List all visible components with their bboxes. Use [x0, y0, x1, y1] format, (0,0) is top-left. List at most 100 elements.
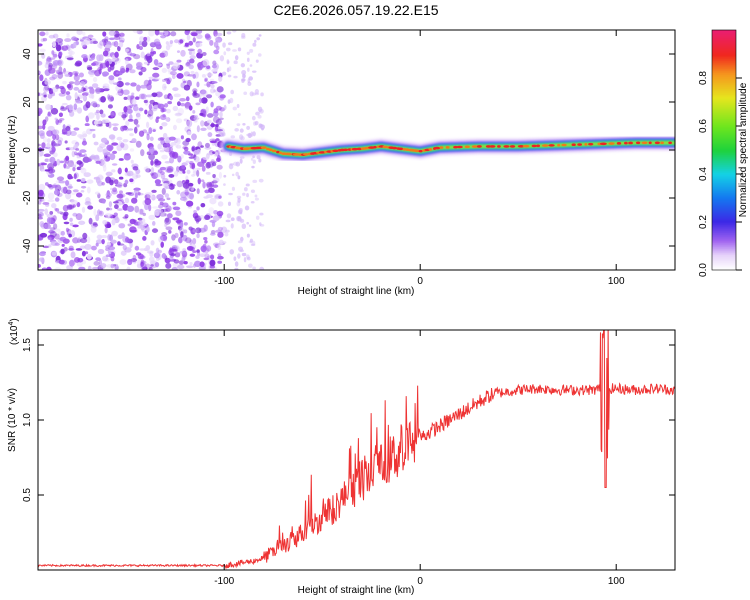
noise-blob	[75, 148, 80, 151]
spectrogram-y-ticks: -40 -20 0 20 40	[22, 48, 675, 253]
noise-blob	[129, 148, 135, 152]
noise-blob	[219, 107, 226, 112]
noise-blob	[196, 169, 200, 177]
noise-blob	[212, 151, 216, 155]
noise-blob	[112, 187, 118, 193]
noise-blob	[183, 189, 191, 195]
colorbar-band	[712, 234, 736, 237]
noise-blob	[227, 99, 231, 104]
noise-blob	[208, 207, 215, 215]
noise-blob	[154, 179, 161, 185]
colorbar-band	[712, 128, 736, 131]
noise-blob	[110, 96, 115, 102]
noise-blob	[254, 197, 259, 201]
noise-blob	[47, 244, 52, 248]
noise-blob	[189, 246, 195, 252]
noise-blob	[162, 83, 167, 91]
noise-blob	[186, 265, 194, 269]
noise-blob	[228, 163, 234, 170]
noise-blob	[250, 243, 256, 247]
noise-blob	[175, 210, 182, 217]
noise-blob	[152, 206, 159, 209]
noise-blob	[130, 82, 137, 87]
noise-blob	[46, 56, 52, 62]
noise-blob	[255, 215, 260, 220]
noise-blob	[68, 233, 72, 238]
noise-blob	[200, 120, 205, 127]
noise-blob	[52, 59, 60, 66]
noise-blob	[242, 122, 246, 126]
noise-blob	[231, 186, 236, 191]
noise-blob	[135, 140, 142, 148]
noise-blob	[95, 242, 99, 247]
signal-hot-spot	[464, 145, 470, 149]
noise-blob	[179, 39, 184, 44]
noise-blob	[166, 168, 174, 173]
noise-blob	[76, 179, 82, 182]
noise-blob	[219, 94, 226, 99]
noise-blob	[46, 130, 53, 137]
noise-blob	[84, 85, 88, 92]
noise-blob	[52, 223, 58, 230]
noise-blob	[157, 169, 163, 174]
noise-blob	[237, 175, 241, 180]
noise-blob	[61, 127, 68, 135]
noise-blob	[249, 48, 254, 53]
noise-blob	[213, 89, 217, 93]
noise-blob	[52, 142, 57, 148]
noise-blob	[95, 257, 101, 262]
noise-blob	[259, 212, 264, 216]
noise-blob	[180, 231, 184, 238]
noise-blob	[101, 157, 107, 164]
noise-blob	[142, 236, 147, 241]
colorbar-band	[712, 132, 736, 135]
noise-blob	[100, 113, 106, 118]
colorbar-band	[712, 154, 736, 157]
noise-blob	[246, 221, 250, 225]
noise-blob	[122, 244, 127, 251]
signal-hot-spot	[541, 144, 549, 147]
noise-blob	[44, 208, 49, 215]
noise-blob	[63, 211, 69, 217]
noise-blob	[237, 47, 242, 52]
noise-blob	[57, 139, 62, 146]
signal-hot-spot	[456, 145, 463, 149]
noise-blob	[40, 38, 45, 42]
noise-blob	[121, 111, 127, 115]
noise-blob	[213, 108, 219, 114]
noise-blob	[131, 138, 137, 144]
noise-blob	[95, 214, 100, 222]
noise-blob	[226, 31, 232, 35]
noise-blob	[206, 81, 211, 88]
colorbar-band	[712, 244, 736, 247]
noise-blob	[81, 178, 86, 183]
colorbar-band	[712, 48, 736, 51]
noise-blob	[56, 158, 61, 166]
noise-blob	[188, 64, 194, 70]
noise-blob	[240, 236, 244, 242]
noise-blob	[38, 211, 44, 218]
colorbar-band	[712, 178, 736, 181]
noise-blob	[162, 183, 169, 187]
noise-blob	[161, 232, 168, 236]
colorbar-band	[712, 150, 736, 153]
noise-blob	[133, 126, 138, 134]
noise-blob	[105, 245, 111, 249]
noise-blob	[46, 142, 51, 148]
noise-blob	[80, 167, 87, 174]
noise-blob	[176, 50, 181, 54]
noise-blob	[73, 127, 80, 131]
noise-blob	[68, 48, 73, 56]
noise-blob	[124, 197, 130, 204]
noise-blob	[222, 241, 227, 244]
noise-blob	[191, 146, 195, 152]
noise-blob	[118, 176, 124, 180]
colorbar-tick-label: 0.6	[698, 119, 709, 133]
colorbar-band	[712, 158, 736, 161]
colorbar-band	[712, 260, 736, 263]
noise-blob	[127, 118, 134, 122]
signal-hot-spot	[398, 147, 404, 151]
noise-blob	[149, 251, 154, 258]
noise-blob	[199, 112, 204, 116]
